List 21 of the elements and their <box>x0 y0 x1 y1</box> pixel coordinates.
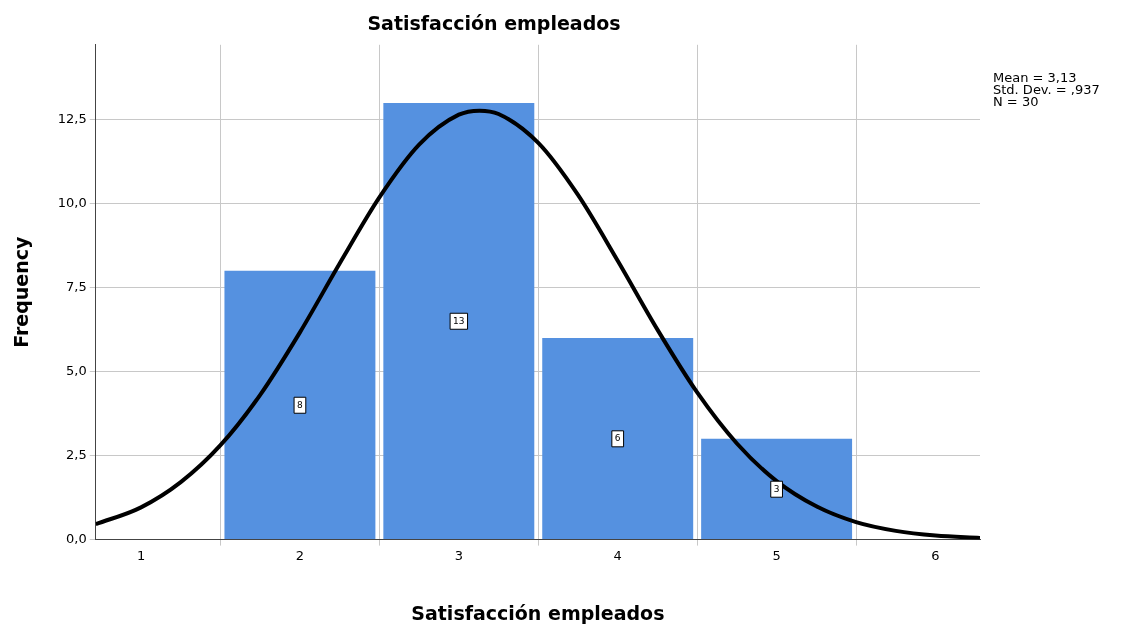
data-label: 13 <box>453 315 465 326</box>
y-tick-label: 10,0 <box>57 195 87 211</box>
y-tick-label: 7,5 <box>66 279 87 295</box>
x-axis-title: Satisfacción empleados <box>411 601 665 624</box>
text: Mean = 3,13 <box>993 69 1077 85</box>
x-tick-label: 3 <box>454 547 463 563</box>
text: N = 30 <box>993 93 1039 109</box>
x-tick-label: 6 <box>931 547 940 563</box>
data-label: 6 <box>614 433 621 444</box>
x-tick-label: 4 <box>613 547 622 563</box>
x-tick-label: 1 <box>136 547 146 563</box>
y-tick-label: 0,0 <box>66 530 87 546</box>
data-label: 8 <box>297 399 304 410</box>
data-label: 3 <box>773 483 780 494</box>
chart-title: Satisfacción empleados <box>367 12 621 35</box>
x-tick-label: 2 <box>295 547 305 563</box>
y-tick-label: 12,5 <box>57 111 87 127</box>
y-axis-title: Frequency <box>10 235 33 348</box>
x-tick-label: 5 <box>772 547 781 563</box>
y-tick-label: 5,0 <box>66 363 87 379</box>
y-tick-label: 2,5 <box>66 447 87 462</box>
